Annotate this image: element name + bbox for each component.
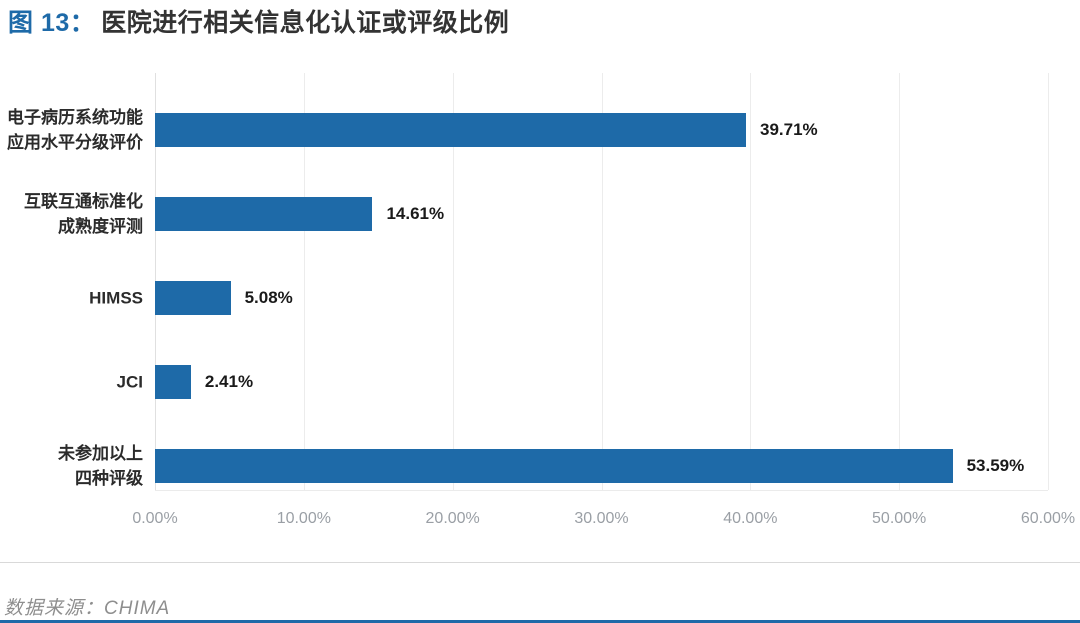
category-label: JCI <box>116 372 143 392</box>
gridline <box>601 73 603 490</box>
x-tick-label: 10.00% <box>276 510 331 527</box>
gridline <box>899 73 901 490</box>
bar-value-label: 2.41% <box>204 372 254 391</box>
bar <box>155 449 953 483</box>
bar-value-label: 5.08% <box>244 288 293 307</box>
category-label: HIMSS <box>89 288 143 308</box>
bar-value-label: 53.59% <box>966 456 1025 475</box>
figure-number-label: 图 13： <box>8 9 96 37</box>
footer-divider <box>0 562 1080 563</box>
bar <box>155 365 191 399</box>
category-label: 电子病历系统功能 应用水平分级评价 <box>7 108 143 152</box>
x-tick-label: 50.00% <box>872 510 927 527</box>
figure-title: 图 13： 医院进行相关信息化认证或评级比例 <box>8 3 509 39</box>
figure-title-text: 医院进行相关信息化认证或评级比例 <box>101 9 510 37</box>
bar <box>155 197 373 231</box>
category-label: 未参加以上 四种评级 <box>58 444 143 488</box>
bottom-accent-line <box>0 620 1080 623</box>
gridline <box>452 73 454 490</box>
bar <box>155 281 231 315</box>
x-tick-label: 30.00% <box>574 510 629 527</box>
x-tick-label: 0.00% <box>132 510 178 527</box>
x-axis-line <box>155 490 1048 491</box>
gridline <box>1048 73 1049 490</box>
x-tick-label: 20.00% <box>425 510 480 527</box>
x-tick-label: 40.00% <box>723 510 778 527</box>
bar-value-label: 14.61% <box>386 204 445 223</box>
gridline <box>750 73 752 490</box>
bar <box>155 113 747 147</box>
gridline <box>303 73 305 490</box>
x-tick-label: 60.00% <box>1020 510 1076 527</box>
data-source-text: 数据来源：CHIMA <box>4 598 171 619</box>
bar-value-label: 39.71% <box>760 120 818 139</box>
category-label: 互联互通标准化 成熟度评测 <box>24 192 143 236</box>
